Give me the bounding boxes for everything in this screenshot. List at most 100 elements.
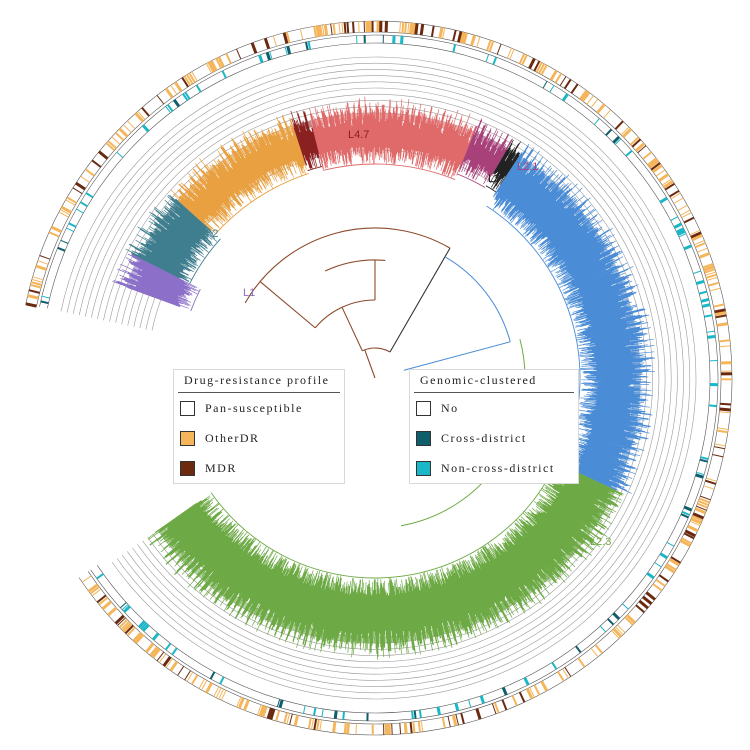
ring-segment — [577, 657, 586, 668]
ring-segment — [719, 345, 731, 348]
guide-ring — [72, 69, 684, 687]
ring-segment — [184, 91, 191, 100]
legend-drug-resistance-title: Drug-resistance profile — [178, 370, 340, 393]
guide-ring — [60, 56, 697, 700]
ring-segment — [205, 682, 213, 694]
clade-tips — [125, 194, 218, 283]
lineage-label-L4-4: L4.4 — [238, 181, 259, 193]
ring-segment — [420, 720, 424, 732]
ring-segment — [166, 104, 174, 112]
ring-segment — [169, 660, 179, 672]
ring-segment — [664, 564, 676, 574]
ring-segment — [648, 159, 660, 169]
ring-segment — [321, 24, 325, 36]
clade-arc — [457, 173, 486, 188]
ring-segment — [635, 604, 645, 614]
ring-segment — [696, 471, 705, 476]
ring-segment — [356, 35, 358, 44]
ring-segment — [221, 70, 227, 79]
ring-segment — [138, 620, 146, 629]
ring-segment — [261, 706, 268, 718]
legend-item-cross-district: Cross-district — [410, 423, 578, 453]
clade-crown — [472, 132, 508, 154]
ring-segment — [703, 265, 715, 272]
ring-segment — [145, 642, 155, 654]
ring-segment — [654, 562, 662, 568]
ring-segment — [81, 575, 92, 583]
legend-item-mdr: MDR — [174, 453, 344, 483]
ring-segment — [493, 702, 500, 714]
ring-segment — [557, 671, 565, 682]
ring-segment — [442, 27, 446, 39]
ring-segment — [590, 98, 599, 109]
ring-segment — [699, 458, 708, 463]
ring-segment — [620, 126, 630, 136]
ring-segment — [707, 334, 716, 339]
ring-segment — [462, 32, 468, 44]
ring-segment — [713, 303, 725, 308]
clade-crown — [125, 257, 145, 290]
ring-segment — [209, 60, 218, 72]
ring-segment — [407, 22, 410, 34]
ring-segment — [669, 189, 680, 198]
ring-segment — [307, 717, 312, 729]
ring-segment — [319, 719, 322, 731]
guide-ring — [78, 75, 678, 681]
ring-segment — [575, 645, 582, 654]
ring-segment — [470, 34, 477, 47]
ring-segment — [91, 588, 102, 597]
ring-segment — [491, 703, 497, 715]
ring-segment — [419, 23, 425, 36]
clade-tips — [309, 96, 477, 178]
ring-segment — [164, 87, 174, 99]
ring-segment — [697, 247, 708, 253]
ring-segment — [496, 43, 502, 55]
ring-segment — [250, 42, 258, 54]
ring-segment — [460, 712, 465, 724]
ring-segment — [275, 710, 281, 722]
ring-segment — [599, 625, 606, 633]
lineage-label-L4-2: L4.2 — [197, 228, 218, 240]
ring-segment — [184, 670, 191, 681]
clade-L3 — [485, 139, 521, 193]
ring-segment — [488, 40, 495, 52]
ring-segment — [689, 229, 701, 236]
ring-segment — [66, 227, 74, 233]
ring-segment — [670, 216, 678, 221]
ring-segment — [121, 604, 129, 611]
ring-segment — [134, 112, 145, 123]
ring-segment — [612, 135, 621, 144]
clade-L4-6 — [309, 96, 477, 180]
ring-segment — [708, 281, 720, 287]
ring-segment — [346, 22, 350, 34]
ring-segment — [346, 722, 350, 735]
ring-segment — [652, 583, 663, 592]
ring-segment — [149, 646, 159, 657]
ring-segment — [399, 21, 401, 33]
ring-segment — [355, 723, 357, 735]
ring-segment — [668, 558, 680, 567]
ring-segment — [451, 714, 458, 727]
ring-segment — [303, 705, 306, 714]
ring-segment — [66, 196, 78, 204]
legend-item-no: No — [410, 393, 578, 423]
ring-segment — [285, 31, 291, 43]
ring-segment — [37, 260, 49, 265]
ring-segment — [559, 76, 567, 86]
lineage-label-L2-2: L2.2 — [567, 239, 588, 251]
ring-segment — [538, 63, 546, 74]
ring-segment — [411, 710, 414, 719]
ring-segment — [551, 661, 558, 670]
clade-L4-2 — [125, 194, 221, 284]
ring-segment — [391, 723, 393, 735]
ring-segment — [120, 620, 131, 631]
clade-tips — [458, 118, 514, 185]
swatch-other-dr — [180, 430, 195, 446]
ring-segment — [691, 515, 703, 522]
ring-segment — [293, 714, 299, 727]
ring-segment — [417, 721, 421, 733]
ring-segment — [101, 600, 112, 610]
root-arc — [314, 299, 376, 329]
clade-tips — [489, 139, 521, 190]
